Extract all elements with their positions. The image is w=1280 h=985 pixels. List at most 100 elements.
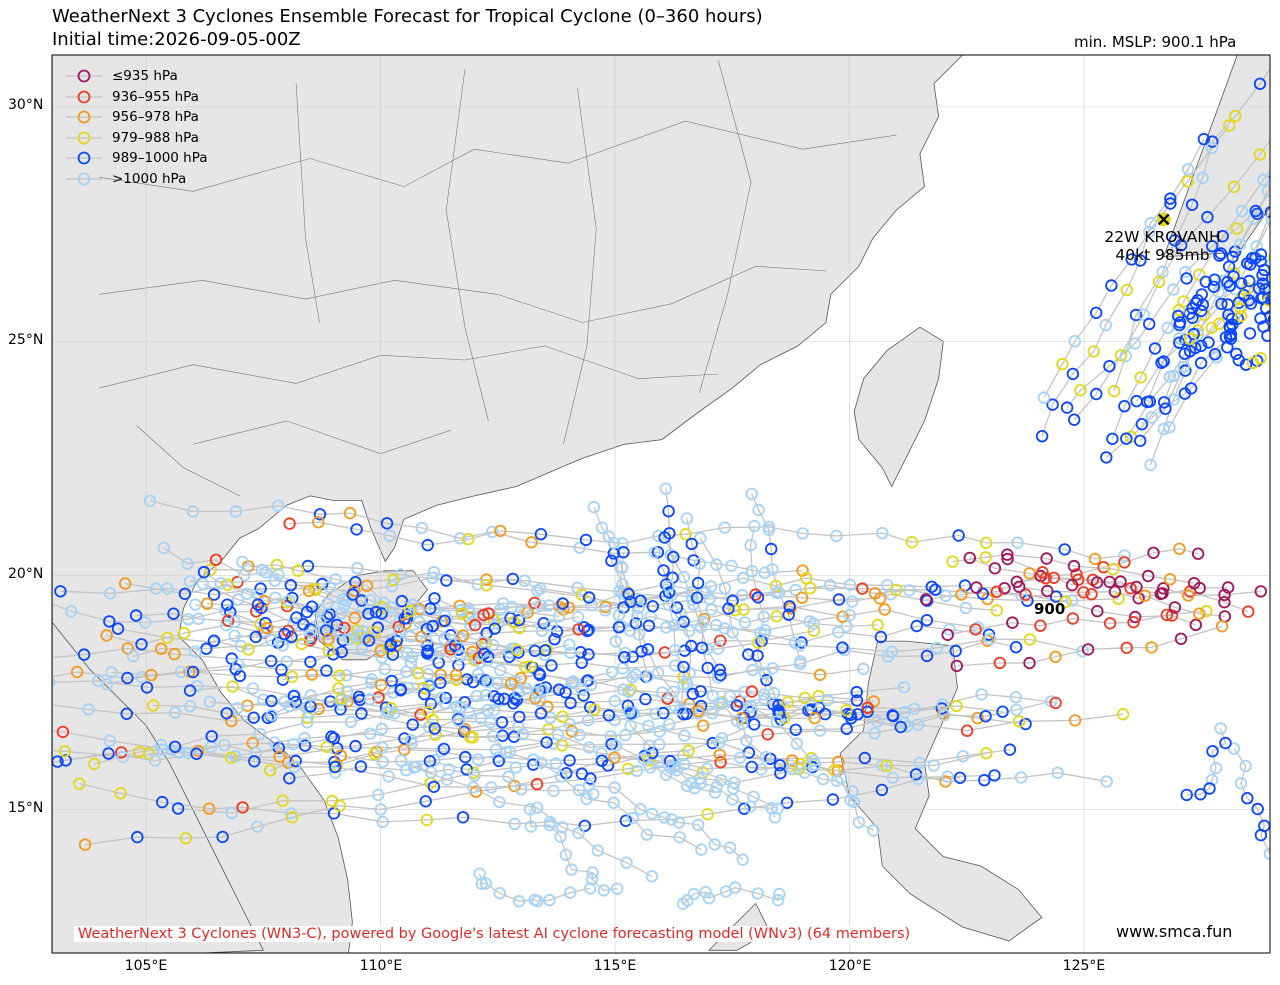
track-point <box>586 866 599 879</box>
track-point <box>745 564 759 578</box>
track-point <box>1268 174 1270 183</box>
track-point <box>1273 262 1280 273</box>
track-point <box>754 626 767 639</box>
track-point <box>621 699 635 713</box>
track-point <box>1194 356 1208 370</box>
province-border <box>445 69 489 421</box>
track-point <box>545 659 558 672</box>
ensemble-track-line <box>52 647 864 676</box>
track-point <box>303 630 317 644</box>
track-point <box>1068 335 1082 348</box>
track-point <box>925 580 939 594</box>
track-point <box>496 729 509 742</box>
track-point <box>100 629 113 642</box>
track-point <box>372 788 385 802</box>
track-point <box>412 667 425 680</box>
storm-current-position-icon <box>1156 212 1171 227</box>
track-point <box>624 707 638 720</box>
track-point <box>652 529 665 543</box>
track-point <box>740 734 753 747</box>
track-point <box>1047 571 1061 585</box>
ensemble-track-line <box>1168 276 1270 428</box>
track-point <box>321 597 334 610</box>
track-point <box>1276 356 1280 367</box>
track-point <box>774 767 787 780</box>
track-point <box>535 624 549 637</box>
track-point <box>701 808 714 821</box>
track-point <box>535 756 548 770</box>
track-point <box>1196 171 1209 185</box>
track-point <box>634 803 647 816</box>
track-point <box>894 720 907 734</box>
track-point <box>761 728 774 741</box>
track-point <box>231 593 245 606</box>
track-point <box>770 610 783 623</box>
track-point <box>220 598 234 611</box>
track-point <box>216 830 229 844</box>
track-point <box>478 647 491 661</box>
track-point <box>736 588 749 602</box>
track-point <box>794 655 807 668</box>
track-point <box>468 769 481 782</box>
track-point <box>920 649 934 663</box>
track-point <box>960 724 974 737</box>
track-point <box>549 757 562 770</box>
legend-label: 956–978 hPa <box>112 109 199 126</box>
track-point <box>368 626 381 639</box>
track-point <box>530 801 544 814</box>
track-point <box>704 580 718 593</box>
track-point <box>70 665 84 679</box>
track-point <box>619 814 633 828</box>
track-point <box>77 648 91 661</box>
track-point <box>856 582 869 595</box>
track-point <box>564 886 577 899</box>
track-point <box>0 689 2 700</box>
track-point <box>1253 148 1267 161</box>
track-point <box>247 711 260 724</box>
track-point <box>587 500 601 514</box>
min-pressure-marker: 900 <box>1034 600 1066 618</box>
track-point <box>1219 736 1232 750</box>
lat-label: 25°N <box>8 332 44 348</box>
track-point <box>1100 775 1113 788</box>
track-point <box>1051 766 1064 780</box>
track-point <box>295 637 308 651</box>
track-point <box>202 802 216 815</box>
track-point <box>602 709 616 722</box>
track-point <box>504 677 518 690</box>
track-point <box>730 699 743 712</box>
track-point <box>434 668 447 682</box>
track-point <box>289 754 302 768</box>
track-point <box>1070 568 1083 581</box>
track-point <box>867 824 880 837</box>
track-point <box>364 594 377 607</box>
track-point <box>197 565 211 579</box>
track-point <box>771 802 784 815</box>
track-point <box>1177 360 1191 374</box>
ensemble-track-line <box>1073 139 1270 421</box>
track-point <box>285 630 298 644</box>
track-point <box>374 644 387 657</box>
track-point <box>1085 588 1098 601</box>
track-point <box>1120 283 1134 297</box>
track-point <box>480 579 493 592</box>
track-point <box>507 697 520 710</box>
track-point <box>105 666 118 679</box>
track-point <box>1034 619 1047 632</box>
track-point <box>1066 367 1080 381</box>
track-point <box>1066 612 1080 625</box>
legend-circle-icon <box>66 90 102 104</box>
track-point <box>975 688 988 701</box>
track-point <box>713 748 727 762</box>
track-point <box>637 752 650 765</box>
track-point <box>804 698 818 711</box>
track-point <box>449 668 463 682</box>
track-point <box>297 618 310 631</box>
track-point <box>1232 354 1246 367</box>
track-point <box>462 605 476 619</box>
track-point <box>537 617 550 630</box>
track-point <box>168 647 181 661</box>
ensemble-track-line <box>628 711 778 810</box>
track-point <box>971 711 984 725</box>
